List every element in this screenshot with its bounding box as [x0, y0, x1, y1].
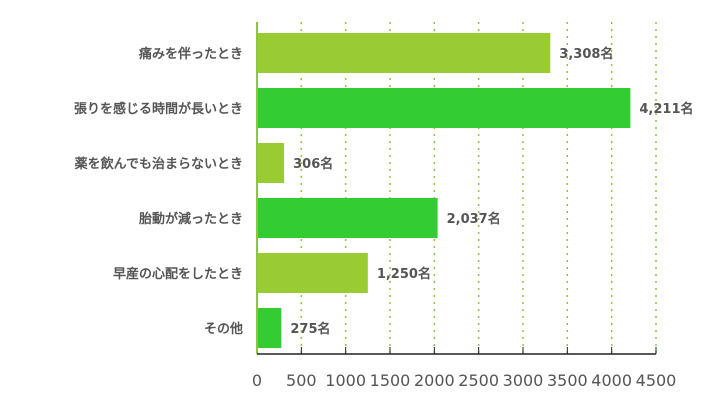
- x-tick-label: 3000: [503, 371, 544, 390]
- data-label: 275名: [290, 321, 330, 337]
- bar: [257, 33, 551, 73]
- x-tick-label: 3500: [547, 371, 588, 390]
- x-tick-label: 2500: [458, 371, 499, 390]
- category-label: 早産の心配をしたとき: [113, 266, 243, 282]
- category-label: 薬を飲んでも治まらないとき: [74, 156, 243, 172]
- category-label: 張りを感じる時間が長いとき: [74, 101, 243, 117]
- data-label: 2,037名: [447, 211, 501, 227]
- x-tick-label: 1500: [370, 371, 411, 390]
- bar: [257, 88, 631, 128]
- bar: [257, 253, 368, 293]
- x-tick-label: 0: [252, 371, 262, 390]
- x-tick-label: 2000: [414, 371, 455, 390]
- data-label: 4,211名: [639, 101, 693, 117]
- bar: [257, 143, 285, 183]
- data-label: 306名: [293, 156, 333, 172]
- data-label: 1,250名: [377, 266, 431, 282]
- bar: [257, 198, 438, 238]
- category-label: その他: [204, 321, 243, 337]
- category-label: 痛みを伴ったとき: [138, 46, 243, 62]
- x-tick-label: 1000: [325, 371, 366, 390]
- x-tick-label: 4000: [591, 371, 632, 390]
- data-label: 3,308名: [559, 46, 613, 62]
- x-tick-label: 4500: [636, 371, 677, 390]
- bar: [257, 308, 282, 348]
- x-tick-label: 500: [286, 371, 317, 390]
- category-label: 胎動が減ったとき: [139, 211, 243, 227]
